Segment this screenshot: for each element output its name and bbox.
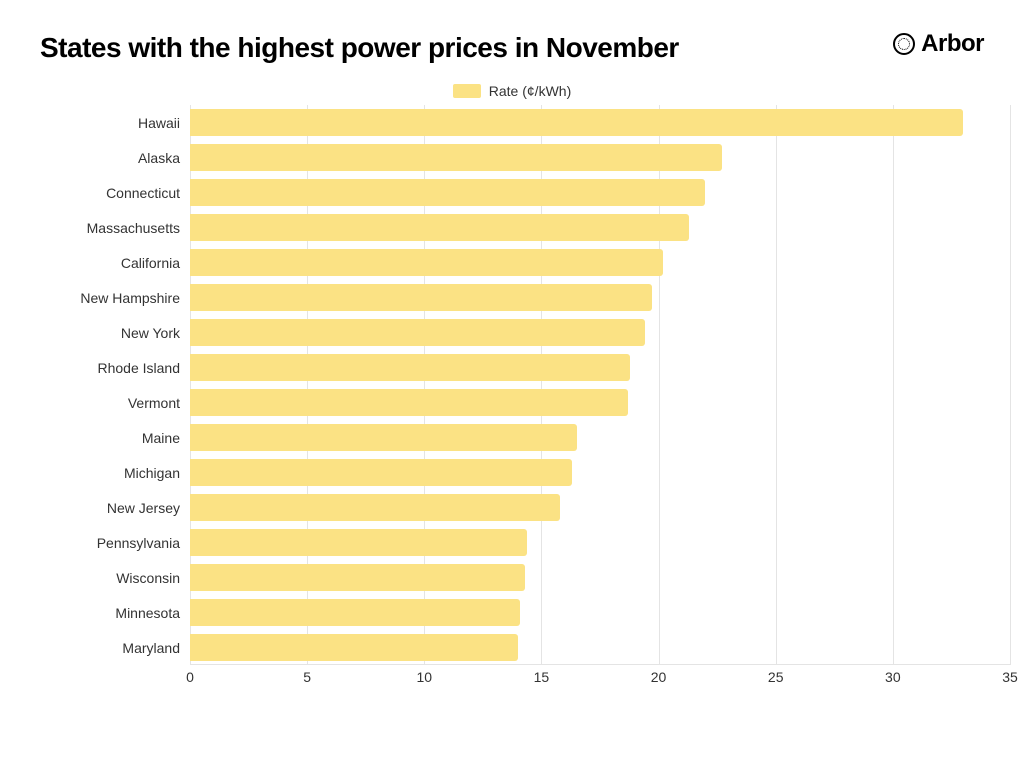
- x-tick-label: 20: [651, 669, 667, 685]
- legend-swatch: [453, 84, 481, 98]
- y-tick-label: Pennsylvania: [40, 525, 190, 560]
- bar-row: [190, 140, 1010, 175]
- bar: [190, 214, 689, 241]
- y-tick-label: New Jersey: [40, 490, 190, 525]
- y-tick-label: New York: [40, 315, 190, 350]
- bar: [190, 424, 577, 451]
- y-tick-label: Maine: [40, 420, 190, 455]
- legend: Rate (¢/kWh): [40, 83, 984, 99]
- bar: [190, 319, 645, 346]
- bar: [190, 529, 527, 556]
- bar: [190, 564, 525, 591]
- chart-container: States with the highest power prices in …: [0, 0, 1024, 768]
- bar: [190, 634, 518, 661]
- bar: [190, 284, 652, 311]
- bar-row: [190, 350, 1010, 385]
- y-tick-label: Rhode Island: [40, 350, 190, 385]
- y-tick-label: Connecticut: [40, 175, 190, 210]
- bar-row: [190, 420, 1010, 455]
- x-tick-label: 0: [186, 669, 194, 685]
- bar-row: [190, 630, 1010, 665]
- bar: [190, 109, 963, 136]
- brand-logo: Arbor: [893, 30, 984, 58]
- x-tick-label: 30: [885, 669, 901, 685]
- chart-area: HawaiiAlaskaConnecticutMassachusettsCali…: [40, 105, 984, 689]
- bar: [190, 494, 560, 521]
- bar-row: [190, 315, 1010, 350]
- bar: [190, 389, 628, 416]
- y-tick-label: Maryland: [40, 630, 190, 665]
- bar-row: [190, 490, 1010, 525]
- y-tick-label: Michigan: [40, 455, 190, 490]
- bars-group: [190, 105, 1010, 665]
- bar-row: [190, 175, 1010, 210]
- bar: [190, 459, 572, 486]
- x-tick-label: 35: [1002, 669, 1018, 685]
- y-tick-label: Massachusetts: [40, 210, 190, 245]
- y-tick-label: Minnesota: [40, 595, 190, 630]
- bar-row: [190, 210, 1010, 245]
- y-tick-label: Alaska: [40, 140, 190, 175]
- bar: [190, 144, 722, 171]
- bar: [190, 249, 663, 276]
- y-tick-label: Vermont: [40, 385, 190, 420]
- legend-label: Rate (¢/kWh): [489, 83, 571, 99]
- bar-row: [190, 455, 1010, 490]
- y-tick-label: Hawaii: [40, 105, 190, 140]
- bar-row: [190, 595, 1010, 630]
- x-tick-label: 5: [303, 669, 311, 685]
- bar-row: [190, 245, 1010, 280]
- bar: [190, 354, 630, 381]
- bar-row: [190, 280, 1010, 315]
- bar-row: [190, 560, 1010, 595]
- y-axis-labels: HawaiiAlaskaConnecticutMassachusettsCali…: [40, 105, 190, 665]
- header-row: States with the highest power prices in …: [40, 30, 984, 65]
- x-tick-label: 25: [768, 669, 784, 685]
- y-tick-label: New Hampshire: [40, 280, 190, 315]
- bar-row: [190, 525, 1010, 560]
- brand-badge-icon: [893, 33, 915, 55]
- y-tick-label: Wisconsin: [40, 560, 190, 595]
- bar: [190, 179, 705, 206]
- brand-name: Arbor: [921, 30, 984, 58]
- y-tick-label: California: [40, 245, 190, 280]
- gridline: [1010, 105, 1011, 665]
- bar-row: [190, 105, 1010, 140]
- x-tick-label: 10: [416, 669, 432, 685]
- x-axis: 05101520253035: [190, 665, 1010, 689]
- bar: [190, 599, 520, 626]
- bar-row: [190, 385, 1010, 420]
- x-tick-label: 15: [534, 669, 550, 685]
- chart-title: States with the highest power prices in …: [40, 30, 679, 65]
- plot-area: [190, 105, 1010, 665]
